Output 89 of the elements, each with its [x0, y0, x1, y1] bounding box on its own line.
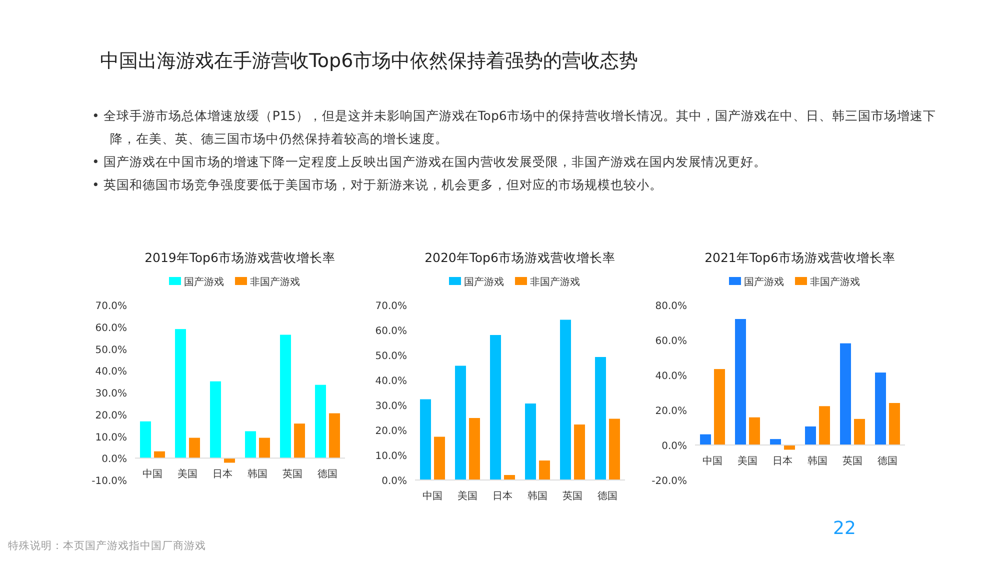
legend-label: 非国产游戏: [250, 276, 300, 288]
bar: [840, 343, 851, 445]
bar: [805, 426, 816, 445]
chart-title: 2020年Top6市场游戏营收增长率: [424, 250, 616, 265]
bar: [434, 436, 445, 480]
bar: [875, 372, 886, 445]
x-tick-label: 日本: [492, 490, 512, 502]
x-tick-label: 中国: [702, 455, 722, 467]
y-tick-label: 70.0%: [95, 301, 127, 312]
bar: [294, 424, 305, 458]
y-tick-label: 40.0%: [95, 366, 127, 378]
bar: [259, 438, 270, 458]
bar: [315, 384, 326, 458]
legend-label: 国产游戏: [184, 276, 224, 288]
x-tick-label: 德国: [878, 456, 898, 467]
bar: [819, 406, 830, 445]
x-tick-label: 美国: [178, 468, 198, 480]
bar: [245, 431, 256, 458]
bar: [574, 424, 585, 480]
y-tick-label: 0.0%: [102, 454, 127, 466]
text: • 全球手游市场总体增速放缓（P15），但是这并未影响国产游戏在Top6市场中的保持营收增长情况。其中，国产游戏在中、日、韩三国市场增速下降，在美、英、德三国市场中仍然保持着较高的增长速度。: [92, 107, 937, 148]
y-tick-label: 10.0%: [95, 432, 127, 444]
bar: [770, 439, 781, 445]
bar: [889, 403, 900, 445]
x-tick-label: 英国: [842, 455, 862, 467]
x-tick-label: 英国: [562, 490, 582, 502]
y-tick-label: 50.0%: [95, 344, 127, 356]
text: 22: [833, 518, 856, 539]
bar: [714, 369, 725, 445]
legend-label: 国产游戏: [744, 276, 784, 288]
y-tick-label: 60.0%: [375, 326, 407, 337]
bar: [469, 418, 480, 480]
bar: [189, 438, 200, 458]
y-tick-label: 80.0%: [655, 301, 687, 312]
bar: [455, 366, 466, 480]
text: 中国出海游戏在手游营收Top6市场中依然保持着强势的营收态势: [100, 49, 638, 74]
y-tick-label: 30.0%: [95, 388, 127, 400]
y-tick-label: 0.0%: [382, 476, 407, 487]
bar: [280, 334, 291, 458]
x-tick-label: 美国: [738, 455, 758, 467]
y-tick-label: 60.0%: [655, 336, 687, 347]
y-tick-label: 10.0%: [375, 451, 407, 462]
x-tick-label: 德国: [318, 469, 338, 480]
x-tick-label: 美国: [458, 490, 478, 502]
bar: [735, 319, 746, 445]
bar: [140, 421, 151, 458]
y-tick-label: 50.0%: [375, 351, 407, 362]
y-tick-label: 40.0%: [655, 371, 687, 382]
y-tick-label: 60.0%: [95, 322, 127, 334]
bar: [854, 418, 865, 445]
chart-title: 2019年Top6市场游戏营收增长率: [144, 250, 336, 265]
bar: [560, 320, 571, 480]
y-tick-label: -20.0%: [652, 476, 687, 487]
y-tick-label: 40.0%: [375, 376, 407, 387]
bar: [329, 413, 340, 458]
x-tick-label: 德国: [598, 491, 618, 502]
legend-label: 非国产游戏: [810, 276, 860, 288]
x-tick-label: 日本: [212, 468, 232, 480]
y-tick-label: 70.0%: [375, 301, 407, 312]
x-tick-label: 韩国: [808, 455, 828, 467]
bar: [595, 357, 606, 480]
bar: [210, 381, 221, 458]
y-tick-label: 0.0%: [662, 441, 687, 452]
bar: [609, 418, 620, 480]
y-tick-label: 20.0%: [95, 410, 127, 422]
x-tick-label: 英国: [282, 468, 302, 480]
legend-label: 国产游戏: [464, 276, 504, 288]
bar: [749, 417, 760, 445]
x-tick-label: 韩国: [248, 468, 268, 480]
bar: [525, 404, 536, 480]
text: • 英国和德国市场竞争强度要低于美国市场，对于新游来说，机会更多，但对应的市场规模也较小。: [92, 176, 664, 194]
y-tick-label: 30.0%: [375, 401, 407, 412]
bar: [700, 434, 711, 445]
chart-title: 2021年Top6市场游戏营收增长率: [704, 250, 896, 265]
y-tick-label: 20.0%: [655, 406, 687, 417]
bar: [504, 475, 515, 480]
text: • 国产游戏在中国市场的增速下降一定程度上反映出国产游戏在国内营收发展受限，非国产游戏在国内发展情况更好。: [92, 153, 768, 171]
x-tick-label: 韩国: [528, 490, 548, 502]
x-tick-label: 日本: [772, 455, 792, 467]
y-tick-label: -10.0%: [92, 476, 127, 487]
legend-label: 非国产游戏: [530, 276, 580, 288]
bar: [175, 329, 186, 458]
bar: [490, 335, 501, 480]
bar: [420, 399, 431, 480]
text: 特殊说明：本页国产游戏指中国厂商游戏: [8, 539, 206, 553]
x-tick-label: 中国: [422, 490, 442, 502]
bar: [539, 460, 550, 480]
x-tick-label: 中国: [142, 468, 162, 480]
y-tick-label: 20.0%: [375, 426, 407, 437]
